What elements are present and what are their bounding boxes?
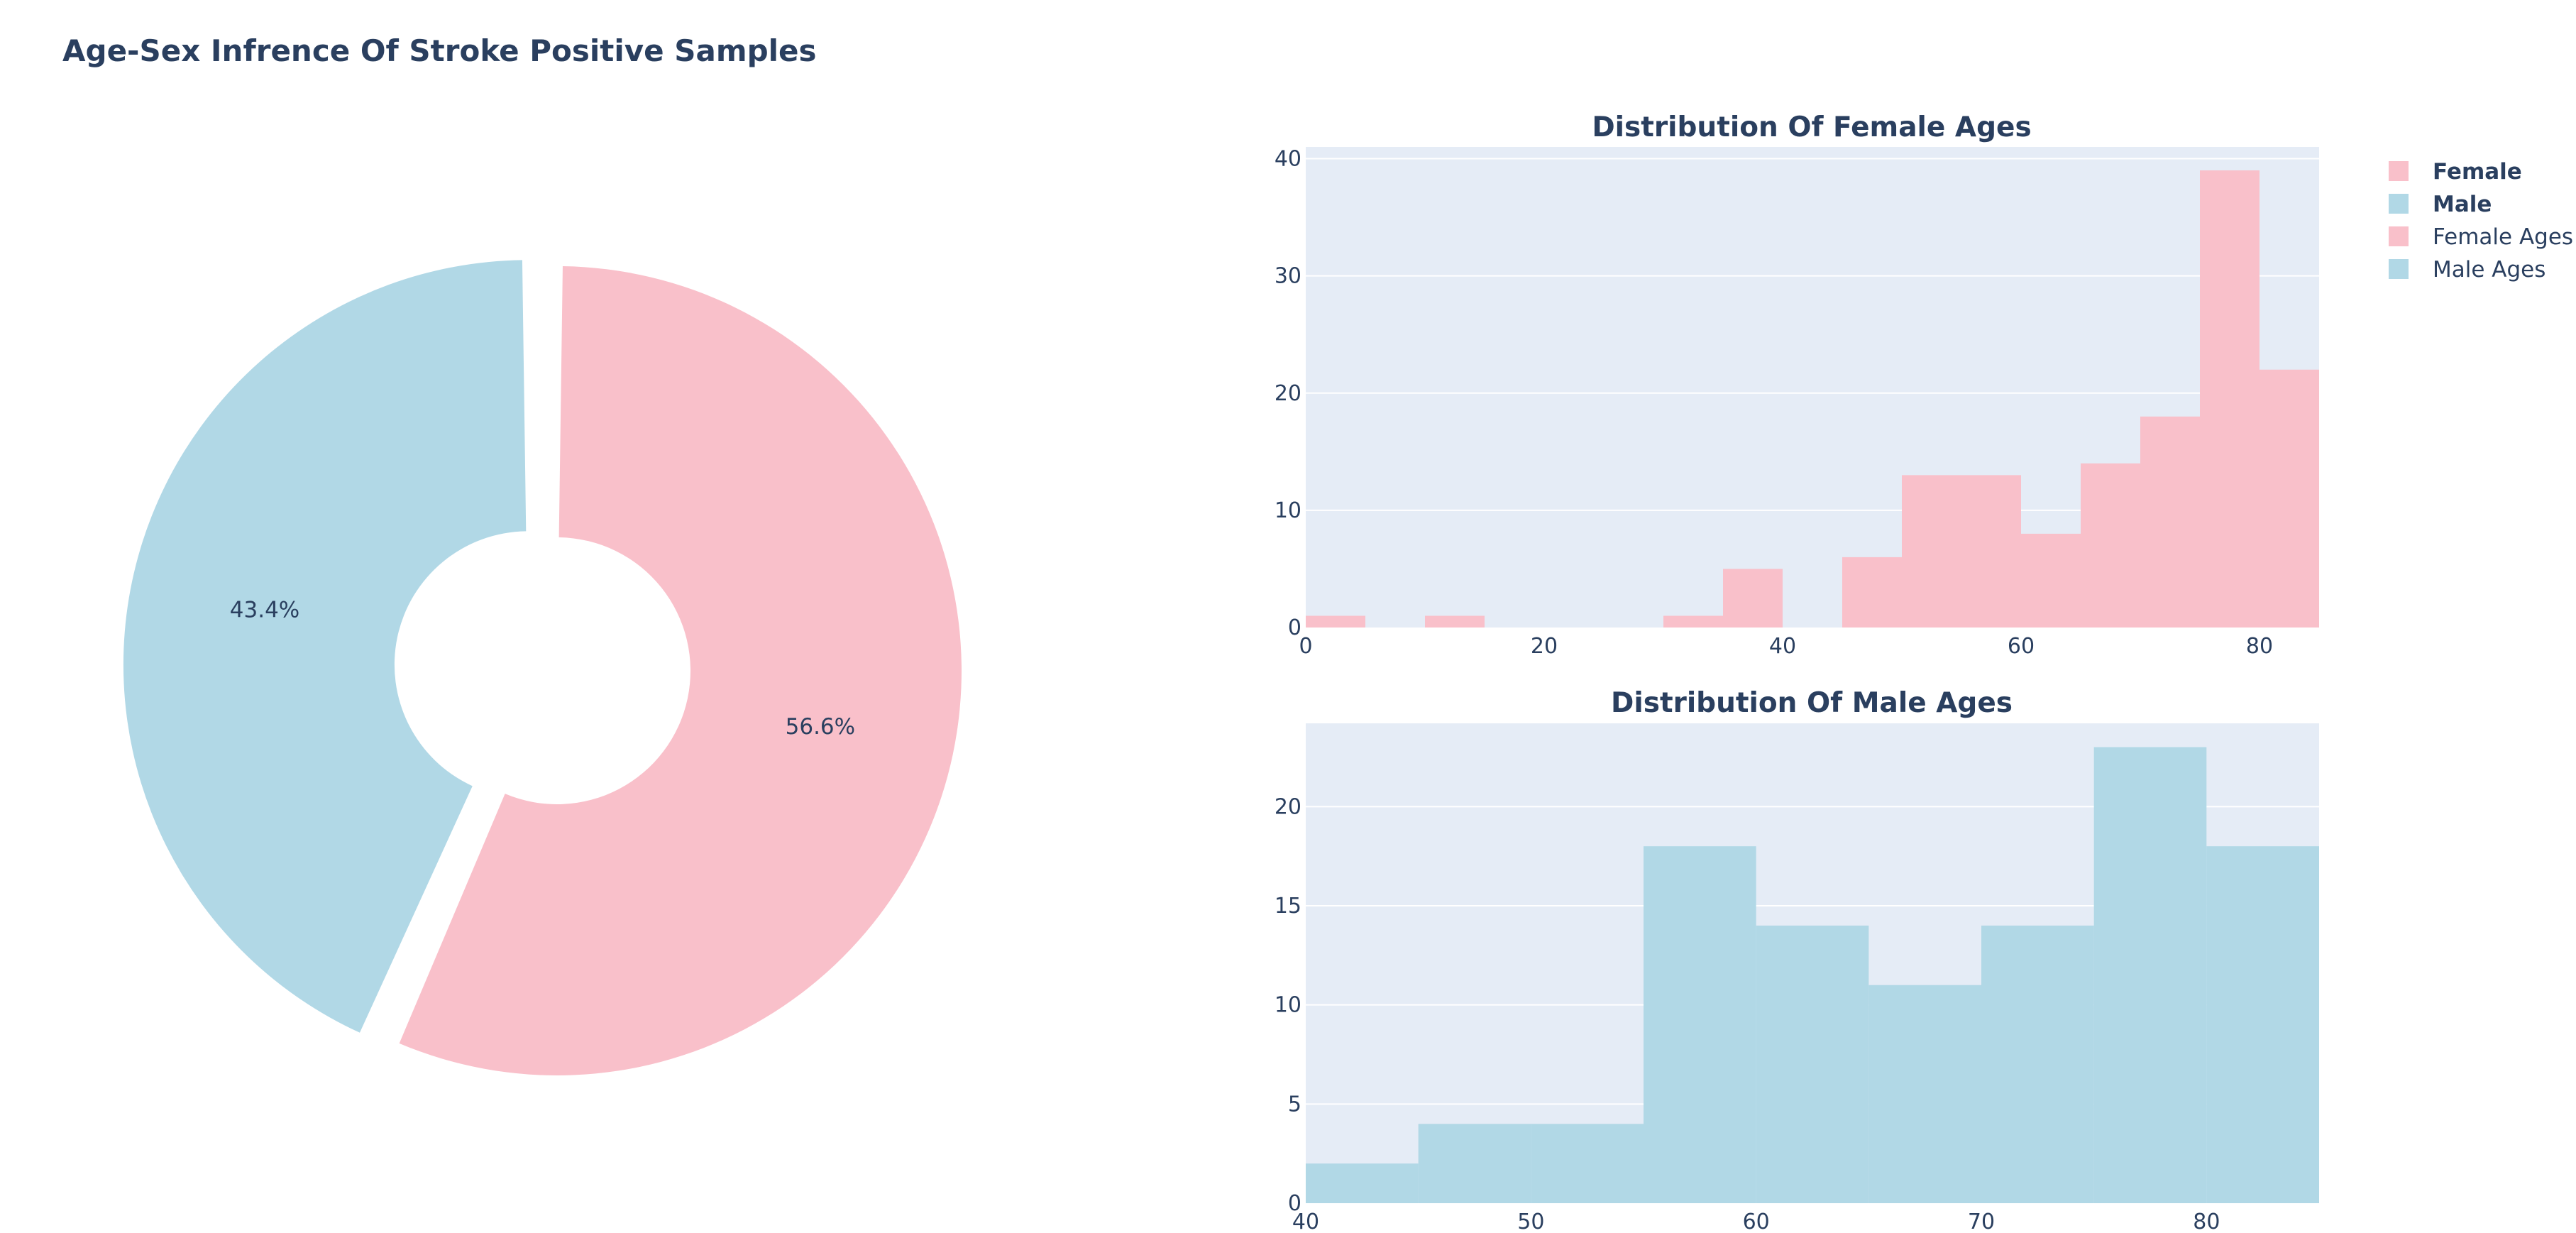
histogram-bar (1306, 615, 1365, 628)
histogram-bar (1756, 925, 1869, 1203)
pie-label-female: 56.6% (786, 714, 855, 740)
x-tick-label: 50 (1517, 1210, 1544, 1233)
pie-slice-female (399, 266, 962, 1076)
female-histogram-title: Distribution Of Female Ages (1592, 111, 2031, 143)
y-tick-label: 0 (1288, 615, 1301, 640)
histogram-bar (1418, 1124, 1531, 1203)
x-tick-label: 60 (1743, 1210, 1770, 1233)
histogram-bar (1663, 615, 1723, 628)
x-tick-label: 80 (2246, 634, 2273, 659)
legend-swatch (2389, 259, 2409, 279)
x-tick-label: 40 (1769, 634, 1796, 659)
pie-label-male: 43.4% (230, 597, 299, 623)
x-tick-label: 80 (2193, 1210, 2220, 1233)
female-age-histogram: Distribution Of Female Ages 0 10 20 30 40 0 20… (1275, 111, 2319, 659)
x-tick-label: 20 (1531, 634, 1558, 659)
y-tick-label: 5 (1288, 1092, 1301, 1117)
y-tick-label: 10 (1275, 498, 1301, 523)
x-tick-label: 60 (2008, 634, 2035, 659)
legend: Female Male Female Ages Male Ages (2389, 159, 2573, 283)
x-tick-label: 70 (1968, 1210, 1995, 1233)
y-tick-label: 30 (1275, 264, 1301, 289)
donut-chart: 56.6% 43.4% (123, 260, 962, 1076)
male-histogram-title: Distribution Of Male Ages (1611, 687, 2013, 719)
histogram-bar (2200, 170, 2259, 628)
histogram-bar (1961, 475, 2021, 628)
legend-item-label[interactable]: Male (2433, 192, 2492, 217)
pie-slice-male (123, 260, 527, 1033)
legend-swatch (2389, 226, 2409, 246)
histogram-bar (2140, 416, 2200, 628)
y-tick-label: 15 (1275, 894, 1301, 919)
histogram-bar (2081, 463, 2140, 628)
histogram-bar (1981, 925, 2094, 1203)
figure-title: Age-Sex Infrence Of Stroke Positive Samp… (62, 33, 817, 68)
histogram-bar (1723, 569, 1783, 628)
histogram-bar (1644, 846, 1756, 1203)
histogram-bar (1842, 557, 1902, 628)
legend-swatch (2389, 194, 2409, 214)
legend-item-label[interactable]: Female (2433, 159, 2522, 185)
histogram-bar (2259, 369, 2319, 628)
legend-item-label[interactable]: Male Ages (2433, 257, 2545, 283)
y-tick-label: 10 (1275, 993, 1301, 1018)
male-age-histogram: Distribution Of Male Ages 0 5 10 15 20 40 50 60… (1275, 687, 2319, 1233)
histogram-bar (1531, 1124, 1644, 1203)
y-tick-label: 40 (1275, 147, 1301, 172)
histogram-bar (1425, 615, 1485, 628)
x-tick-label: 0 (1299, 634, 1312, 659)
y-tick-label: 20 (1275, 794, 1301, 819)
y-tick-label: 20 (1275, 381, 1301, 406)
histogram-bar (1902, 475, 1961, 628)
histogram-bar (2206, 846, 2319, 1203)
histogram-bar (2093, 747, 2207, 1203)
y-tick-label: 0 (1288, 1191, 1301, 1216)
legend-swatch (2389, 161, 2409, 181)
legend-item-label[interactable]: Female Ages (2433, 224, 2573, 250)
histogram-bar (1868, 985, 1981, 1203)
x-tick-label: 40 (1292, 1210, 1319, 1233)
histogram-bar (2021, 533, 2081, 628)
histogram-bar (1306, 1163, 1419, 1203)
